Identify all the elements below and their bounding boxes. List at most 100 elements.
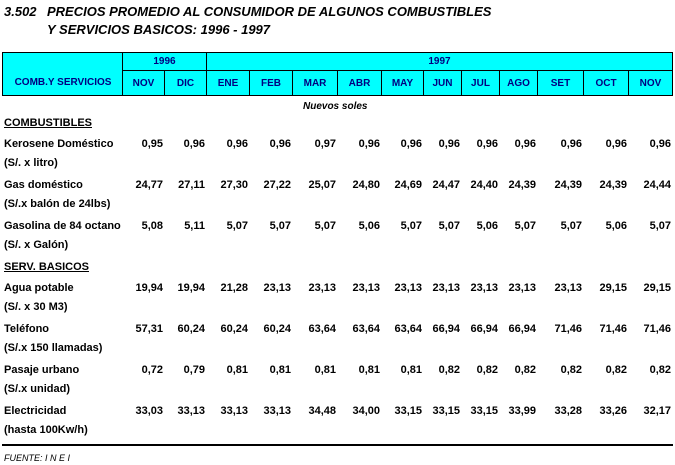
cell-value: 0,82 — [514, 364, 536, 376]
cell-value: 0,81 — [400, 364, 422, 376]
cell-value: 0,82 — [605, 364, 627, 376]
item-unit: (hasta 100Kw/h) — [4, 424, 88, 436]
cell-value: 5,08 — [141, 220, 163, 232]
cell-value: 5,07 — [226, 220, 248, 232]
cell-value: 71,46 — [599, 323, 627, 335]
cell-value: 23,13 — [263, 282, 291, 294]
cell-value: 23,13 — [352, 282, 380, 294]
title-line: Y SERVICIOS BASICOS: 1996 - 1997 — [47, 22, 271, 37]
cell-value: 23,13 — [308, 282, 336, 294]
month-header: FEB — [249, 70, 293, 96]
cell-value: 24,69 — [394, 179, 422, 191]
item-unit: (S/. x litro) — [4, 157, 58, 169]
cell-value: 29,15 — [599, 282, 627, 294]
cell-value: 0,97 — [314, 138, 336, 150]
cell-value: 24,39 — [508, 179, 536, 191]
cell-value: 23,13 — [508, 282, 536, 294]
footer: FUENTE: I N E I — [4, 453, 71, 463]
cell-value: 71,46 — [554, 323, 582, 335]
cell-value: 66,94 — [508, 323, 536, 335]
cell-value: 0,72 — [141, 364, 163, 376]
cell-value: 0,82 — [560, 364, 582, 376]
month-header: MAY — [381, 70, 424, 96]
cell-value: 24,77 — [135, 179, 163, 191]
cell-value: 34,48 — [308, 405, 336, 417]
item-unit: (S/.x unidad) — [4, 383, 70, 395]
cell-value: 60,24 — [263, 323, 291, 335]
cell-value: 33,13 — [263, 405, 291, 417]
cell-value: 23,13 — [470, 282, 498, 294]
cell-value: 0,96 — [400, 138, 422, 150]
cell-value: 24,80 — [352, 179, 380, 191]
item-unit: (S/.x 150 llamadas) — [4, 342, 103, 354]
cell-value: 27,22 — [263, 179, 291, 191]
unit: Nuevos soles — [303, 101, 368, 112]
cell-value: 24,47 — [432, 179, 460, 191]
item-unit: (S/. x Galón) — [4, 239, 69, 251]
item-name: Gas doméstico — [4, 179, 83, 191]
cell-value: 25,07 — [308, 179, 336, 191]
cell-value: 0,81 — [314, 364, 336, 376]
cell-value: 5,06 — [605, 220, 627, 232]
item-name: Agua potable — [4, 282, 74, 294]
cell-value: 0,96 — [438, 138, 460, 150]
cell-value: 63,64 — [308, 323, 336, 335]
cell-value: 24,39 — [599, 179, 627, 191]
item-name: Pasaje urbano — [4, 364, 80, 376]
cell-value: 33,15 — [394, 405, 422, 417]
cell-value: 23,13 — [432, 282, 460, 294]
cell-value: 0,82 — [649, 364, 671, 376]
cell-value: 33,28 — [554, 405, 582, 417]
cell-value: 0,81 — [358, 364, 380, 376]
cell-value: 0,95 — [141, 138, 163, 150]
month-header: MAR — [292, 70, 338, 96]
cell-value: 0,96 — [358, 138, 380, 150]
row-header: COMB.Y SERVICIOS — [2, 52, 124, 96]
month-header: ABR — [337, 70, 382, 96]
month-header: NOV — [122, 70, 165, 96]
month-header: JUN — [423, 70, 462, 96]
month-header: ENE — [206, 70, 250, 96]
item-name: Electricidad — [4, 405, 67, 417]
cell-value: 60,24 — [177, 323, 205, 335]
cell-value: 34,00 — [352, 405, 380, 417]
cell-value: 66,94 — [432, 323, 460, 335]
item-name: Kerosene Doméstico — [4, 138, 114, 150]
cell-value: 5,07 — [514, 220, 536, 232]
cell-value: 21,28 — [220, 282, 248, 294]
cell-value: 5,06 — [358, 220, 380, 232]
cell-value: 5,07 — [438, 220, 460, 232]
cell-value: 33,15 — [432, 405, 460, 417]
cell-value: 0,79 — [183, 364, 205, 376]
month-header: NOV — [628, 70, 673, 96]
cell-value: 5,07 — [649, 220, 671, 232]
cell-value: 27,11 — [178, 179, 205, 191]
cell-value: 0,96 — [269, 138, 291, 150]
cell-value: 0,96 — [560, 138, 582, 150]
year-header: 1996 — [122, 52, 207, 71]
section-title: COMBUSTIBLES — [4, 117, 92, 129]
cell-value: 0,96 — [605, 138, 627, 150]
cell-value: 33,13 — [220, 405, 248, 417]
cell-value: 32,17 — [643, 405, 671, 417]
cell-value: 33,99 — [508, 405, 536, 417]
month-header: SET — [537, 70, 584, 96]
cell-value: 29,15 — [643, 282, 671, 294]
item-unit: (S/. x 30 M3) — [4, 301, 68, 313]
cell-value: 63,64 — [394, 323, 422, 335]
item-unit: (S/.x balón de 24lbs) — [4, 198, 111, 210]
cell-value: 0,82 — [438, 364, 460, 376]
cell-value: 5,07 — [400, 220, 422, 232]
year-header: 1997 — [206, 52, 673, 71]
cell-value: 23,13 — [394, 282, 422, 294]
cell-value: 57,31 — [135, 323, 163, 335]
bottom-rule — [2, 444, 673, 446]
cell-value: 0,96 — [476, 138, 498, 150]
cell-value: 33,03 — [135, 405, 163, 417]
cell-value: 23,13 — [554, 282, 582, 294]
cell-value: 0,82 — [476, 364, 498, 376]
cell-value: 33,26 — [599, 405, 627, 417]
cell-value: 60,24 — [220, 323, 248, 335]
month-header: OCT — [583, 70, 629, 96]
